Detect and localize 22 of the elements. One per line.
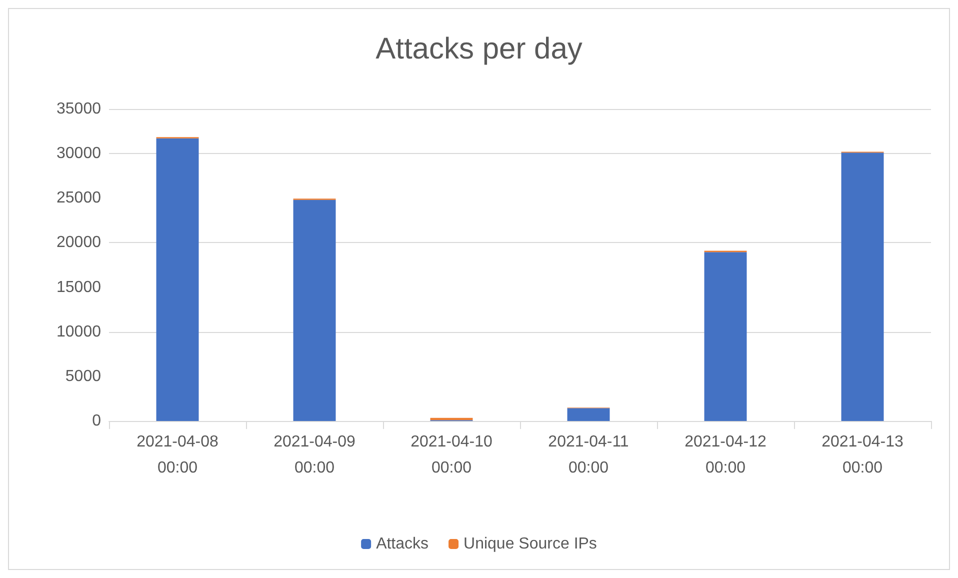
chart-title: Attacks per day (376, 32, 582, 66)
x-tick-label: 2021-04-13 00:00 (822, 434, 904, 476)
y-tick-label: 30000 (56, 145, 102, 162)
bar (841, 152, 884, 421)
y-tick-label: 0 (92, 412, 102, 430)
y-tick-label: 5000 (65, 368, 102, 385)
y-tick-label: 10000 (56, 323, 102, 340)
legend-label: Unique Source IPs (464, 536, 597, 552)
bar (293, 200, 336, 421)
y-tick-label: 35000 (56, 100, 102, 118)
y-tick-label: 25000 (56, 190, 102, 207)
bar (567, 408, 610, 421)
bar (704, 252, 747, 421)
bar (156, 138, 199, 421)
x-tick-label: 2021-04-12 00:00 (684, 434, 767, 476)
x-tick-label: 2021-04-10 00:00 (410, 434, 493, 476)
y-tick-label: 15000 (56, 278, 102, 296)
x-tick-label: 2021-04-08 00:00 (136, 434, 219, 476)
x-tick-label: 2021-04-11 00:00 (548, 434, 629, 476)
y-tick-label: 20000 (56, 234, 102, 252)
x-tick-label: 2021-04-09 00:00 (274, 434, 356, 476)
legend-label: Attacks (376, 536, 429, 552)
